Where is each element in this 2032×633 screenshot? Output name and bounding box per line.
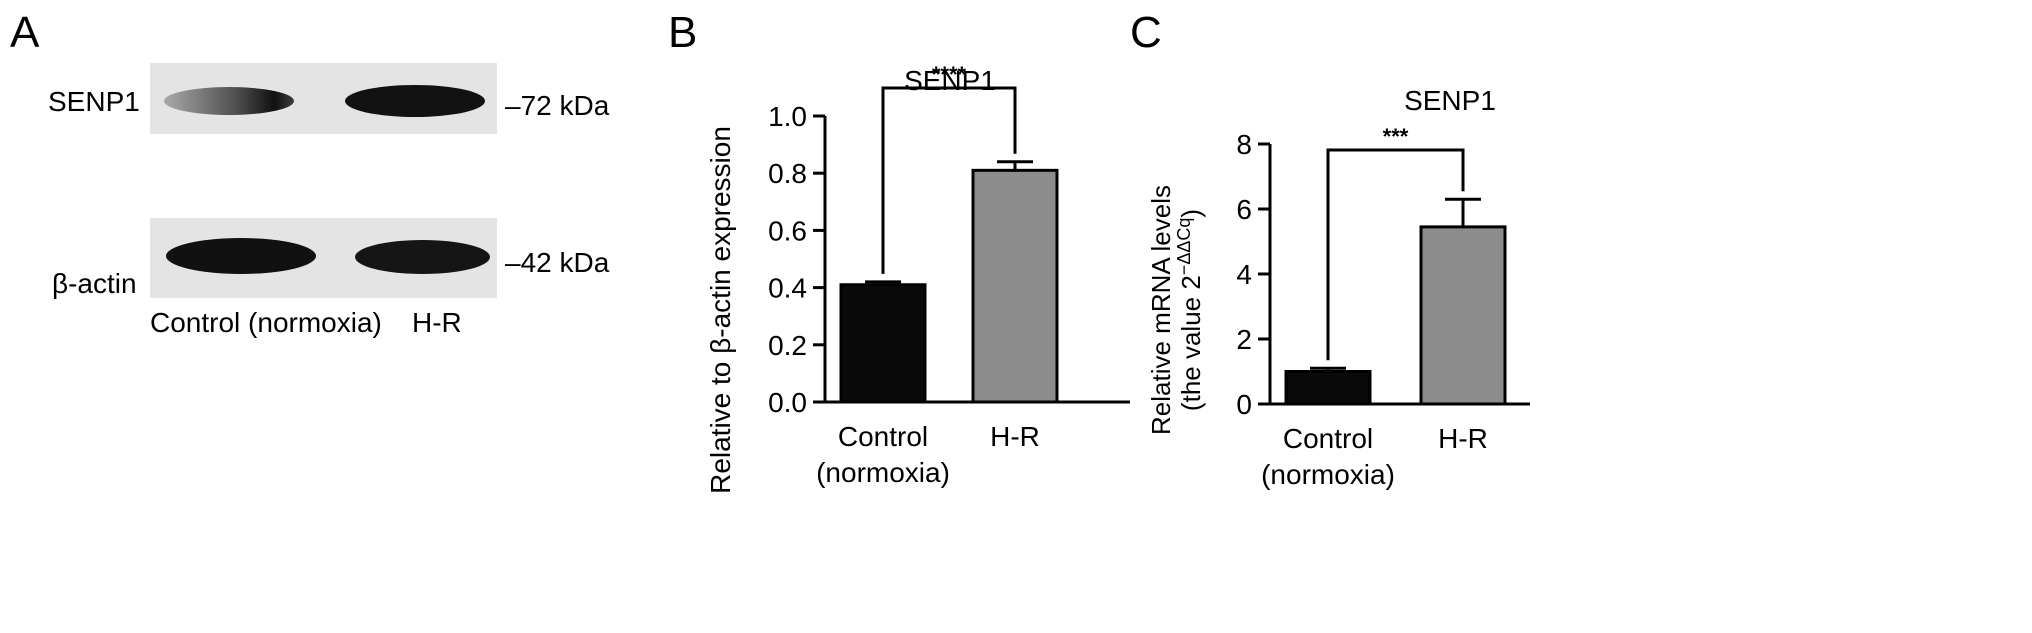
chart-b-category-label: Control [838,421,928,452]
chart-b-bar-1 [971,168,1059,404]
chart-b-category-label: (normoxia) [816,457,950,488]
chart-c-bar-1 [1419,225,1507,406]
chart-c-category-label: Control [1283,423,1373,454]
chart-b-y-tick-label: 0.6 [768,215,807,246]
chart-c-y-tick-label: 8 [1236,129,1252,160]
chart-b-title: SENP1 [904,65,996,96]
chart-c-category-label: (normoxia) [1261,459,1395,490]
chart-c-ylabel-line2: (the value 2−ΔΔCq) [1174,209,1206,411]
panel-a-letter: A [10,8,40,57]
panel-b-letter: B [668,8,698,57]
chart-c-category-label: H-R [1438,423,1488,454]
actin-band-control [166,238,316,274]
chart-b-y-tick-label: 1.0 [768,101,807,132]
senp1-blot-image [150,63,497,134]
senp1-row-label: SENP1 [48,86,140,117]
senp1-band-hr [345,85,485,117]
chart-c-ylabel-line1: Relative mRNA levels [1146,185,1176,435]
chart-b-significance-bracket [881,86,1017,274]
chart-c-significance-bracket [1326,148,1465,361]
senp1-kda-label: –72 kDa [505,90,610,121]
chart-c-bar-0 [1284,370,1372,406]
actin-kda-label: –42 kDa [505,247,610,278]
chart-c-y-tick-label: 2 [1236,324,1252,355]
chart-b: SENP1 Relative to β-actin expression 0.0… [705,62,1130,494]
chart-c-y-tick-label: 4 [1236,259,1252,290]
chart-b-y-tick-label: 0.0 [768,387,807,418]
chart-b-category-label: H-R [990,421,1040,452]
senp1-band-control [164,87,294,115]
chart-b-y-tick-label: 0.8 [768,158,807,189]
chart-b-ylabel: Relative to β-actin expression [705,126,736,494]
chart-c-title: SENP1 [1404,85,1496,116]
chart-c-y-tick-label: 0 [1236,389,1252,420]
chart-b-y-tick-label: 0.2 [768,330,807,361]
chart-c-significance-label: *** [1383,124,1409,149]
chart-c-y-tick-label: 6 [1236,194,1252,225]
lane-label-hr: H-R [412,307,462,338]
chart-b-bar-0 [839,283,927,404]
chart-c-ylabel-close: ) [1176,209,1206,218]
chart-c-ylabel-base: (the value 2 [1176,275,1206,411]
chart-c: SENP1 Relative mRNA levels (the value 2−… [1146,85,1530,490]
chart-c-ylabel-superscript: −ΔΔCq [1174,218,1194,276]
lane-label-control: Control (normoxia) [150,307,382,338]
chart-b-significance-label: **** [932,62,967,87]
actin-blot-image [150,218,497,298]
panel-c-letter: C [1130,8,1162,57]
actin-row-label: β-actin [52,268,137,299]
actin-band-hr [355,240,490,274]
chart-b-y-tick-label: 0.4 [768,273,807,304]
